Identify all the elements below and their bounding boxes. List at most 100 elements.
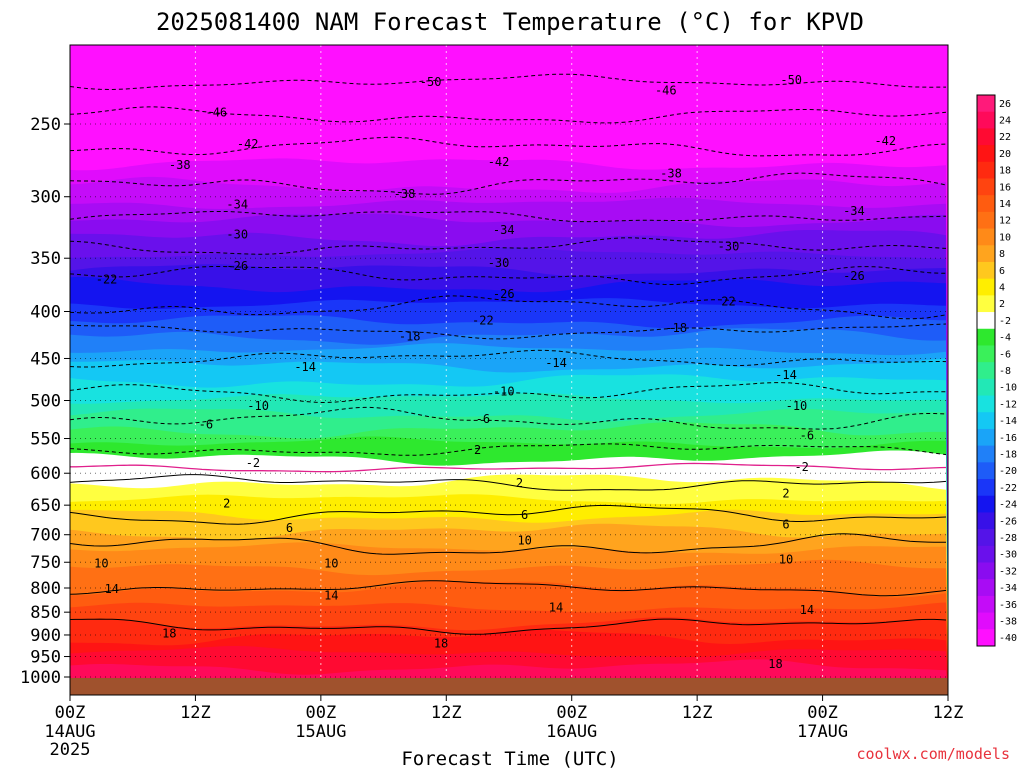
colorbar-label: -20 [999, 466, 1017, 477]
plot-frame [69, 44, 949, 696]
colorbar-swatch [977, 145, 995, 163]
freezing-line [70, 462, 947, 473]
isotherm-label: -30 [718, 240, 740, 254]
isotherm-label: 6 [521, 508, 528, 522]
colorbar-label: -4 [999, 333, 1011, 344]
isotherm-label: -42 [874, 134, 896, 148]
x-tick-label: 00Z [55, 703, 86, 723]
isotherm-label: -22 [472, 313, 494, 327]
colorbar-label: -22 [999, 483, 1017, 494]
colorbar-label: -28 [999, 533, 1017, 544]
isotherm-label: -42 [488, 155, 510, 169]
isotherm-label: 2 [516, 476, 523, 490]
y-tick-label: 400 [30, 302, 61, 322]
colorbar-label: 14 [999, 199, 1011, 210]
colorbar-label: 2 [999, 299, 1005, 310]
colorbar-label: -10 [999, 383, 1017, 394]
isotherm-line [69, 443, 947, 456]
temperature-fill-bands [70, 45, 948, 695]
colorbar-swatch [977, 562, 995, 580]
isotherm-label: 2 [223, 496, 230, 510]
colorbar-swatch [977, 362, 995, 380]
colorbar-label: 4 [999, 283, 1005, 294]
colorbar-swatch [977, 295, 995, 313]
isotherm-label: -26 [843, 269, 865, 283]
isotherm-label: 2 [474, 443, 481, 457]
isotherm-label: -38 [660, 166, 682, 180]
x-tick-label: 12Z [431, 703, 462, 723]
isotherm-label: -34 [493, 223, 515, 237]
x-tick-date: 16AUG [546, 722, 597, 742]
x-tick-date: 15AUG [295, 722, 346, 742]
colorbar-swatch [977, 479, 995, 497]
chart-title: 2025081400 NAM Forecast Temperature (°C)… [156, 8, 864, 36]
isotherm-label: -14 [294, 360, 316, 374]
y-tick-label: 950 [30, 648, 61, 668]
colorbar-label: -18 [999, 449, 1017, 460]
x-tick-date: 17AUG [797, 722, 848, 742]
isotherm-label: -46 [655, 84, 677, 98]
x-tick-label: 00Z [305, 703, 336, 723]
y-tick-label: 500 [30, 392, 61, 412]
isotherm-label: 14 [324, 588, 338, 602]
colorbar-label: -16 [999, 433, 1017, 444]
isotherm-label: -42 [237, 137, 259, 151]
isotherm-label: -14 [775, 368, 797, 382]
isotherm-label: -6 [800, 429, 814, 443]
colorbar-swatch [977, 195, 995, 213]
isotherm-label: -50 [420, 75, 442, 89]
isotherm-label: 6 [286, 521, 293, 535]
colorbar-swatch [977, 512, 995, 530]
isotherm-label: -30 [488, 256, 510, 270]
isotherm-label: 2 [782, 486, 789, 500]
colorbar-swatch [977, 328, 995, 346]
isotherm-label: 14 [105, 582, 119, 596]
isotherm-label: -6 [476, 412, 490, 426]
colorbar-swatch [977, 462, 995, 480]
colorbar-label: -24 [999, 500, 1017, 511]
isotherm-line [69, 533, 946, 555]
colorbar-label: -30 [999, 550, 1017, 561]
y-tick-label: 450 [30, 349, 61, 369]
y-tick-label: 350 [30, 249, 61, 269]
colorbar-swatch [977, 278, 995, 296]
colorbar-label: 18 [999, 166, 1011, 177]
isotherm-label: -38 [394, 187, 416, 201]
colorbar-swatch [977, 595, 995, 614]
colorbar-frame [976, 94, 996, 647]
colorbar-label: -12 [999, 399, 1017, 410]
isotherm-line [69, 323, 947, 340]
colorbar-swatch [977, 529, 995, 547]
colorbar-swatch [977, 111, 995, 129]
isotherm-contours [69, 73, 947, 635]
colorbar-swatch [977, 211, 995, 230]
colorbar-label: 6 [999, 266, 1005, 277]
x-tick-date: 14AUG [44, 722, 95, 742]
colorbar-swatch [977, 445, 995, 463]
colorbar-label: 16 [999, 182, 1011, 193]
isotherm-line [69, 504, 947, 525]
isotherm-label: -26 [493, 287, 515, 301]
colorbar-label: -34 [999, 583, 1017, 594]
pressure-axis: 250 300 350 400 450 500 550 600 650 700 750 800 850 9… [20, 115, 70, 688]
y-tick-label: 850 [30, 603, 61, 623]
colorbar-swatch [977, 545, 995, 564]
x-tick-label: 12Z [180, 703, 211, 723]
colorbar-label: 24 [999, 116, 1011, 127]
colorbar-swatch [977, 395, 995, 413]
isotherm-line [69, 474, 947, 491]
colorbar-swatch [977, 95, 995, 113]
y-tick-label: 300 [30, 188, 61, 208]
isotherm-label: -10 [493, 385, 515, 399]
y-tick-label: 900 [30, 626, 61, 646]
y-tick-label: 600 [30, 464, 61, 484]
colorbar-label: 22 [999, 132, 1011, 143]
colorbar-label: -26 [999, 516, 1017, 527]
y-tick-label: 550 [30, 430, 61, 450]
isotherm-label: -10 [786, 399, 808, 413]
isotherm-label: -38 [169, 158, 191, 172]
colorbar-swatch [977, 412, 995, 430]
isotherm-label: -6 [199, 417, 213, 431]
isotherm-label: 10 [94, 556, 108, 570]
isotherm-label: 6 [782, 517, 789, 531]
